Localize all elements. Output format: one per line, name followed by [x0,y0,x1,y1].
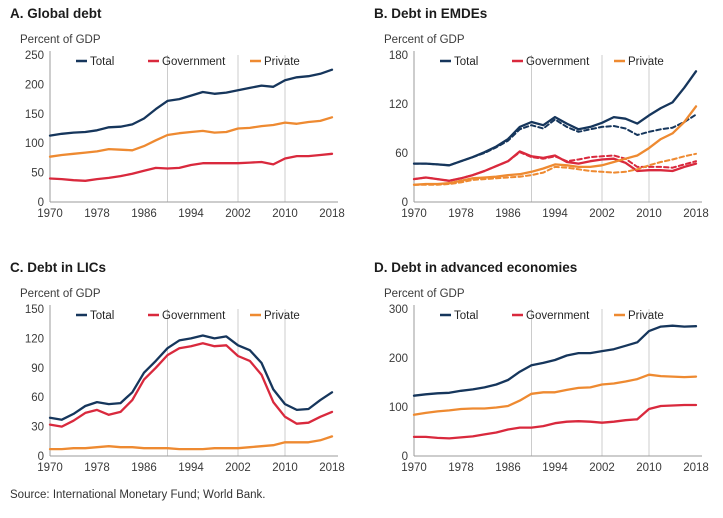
source-note: Source: International Monetary Fund; Wor… [10,489,266,501]
x-tick-label-1970: 1970 [401,208,427,220]
legend-label-government: Government [162,310,226,322]
y-tick-label-200: 200 [25,79,44,91]
x-tick-label-2018: 2018 [319,462,345,474]
x-tick-label-1986: 1986 [131,462,157,474]
legend-label-government: Government [526,310,590,322]
panel-a-axis-unit-label: Percent of GDP [20,34,101,46]
panel-b-title: B. Debt in EMDEs [374,6,488,21]
y-tick-label-250: 250 [25,50,44,62]
y-tick-label-0: 0 [38,451,44,463]
legend-label-private: Private [264,310,300,322]
series-line-D-government [412,403,698,440]
y-tick-label-150: 150 [25,304,44,316]
series-line-C-government [48,342,334,428]
x-tick-label-1986: 1986 [495,462,521,474]
y-tick-label-100: 100 [389,402,408,414]
y-tick-label-180: 180 [389,50,408,62]
series-line-A-total [48,68,334,137]
panel-c-axis-unit-label: Percent of GDP [20,288,101,300]
x-tick-label-1978: 1978 [448,208,474,220]
x-tick-label-1994: 1994 [542,462,568,474]
series-line-B-total-excluding-china [413,113,697,167]
panel-b-axis-unit-label: Percent of GDP [384,34,465,46]
legend-label-total: Total [90,56,114,68]
series-line-B-government-excluding-china [413,151,697,182]
y-tick-label-120: 120 [25,333,44,345]
legend-label-government: Government [162,56,226,68]
x-tick-label-2018: 2018 [319,208,345,220]
y-tick-label-30: 30 [31,422,44,434]
legend-label-total: Total [90,310,114,322]
x-tick-label-1978: 1978 [84,462,110,474]
x-tick-label-2002: 2002 [589,462,615,474]
panel-b: B. Debt in EMDEs Percent of GDP 0 60 120 18… [372,6,723,232]
y-tick-label-120: 120 [389,99,408,111]
panel-a-chart-canvas: 0 50 100 150 200 250 1970 1978 1986 1994 2002 2010 2… [25,50,345,220]
series-line-A-government [48,152,334,182]
panel-b-chart-canvas: 0 60 120 180 1970 1978 1986 1994 2002 2010 2018 Tot… [389,50,709,220]
x-tick-label-2018: 2018 [683,462,709,474]
x-tick-label-1978: 1978 [448,462,474,474]
x-tick-label-2002: 2002 [225,462,251,474]
panel-a: A. Global debt Percent of GDP 0 50 100 150 2… [8,6,360,232]
legend-label-total: Total [454,310,478,322]
legend-label-private: Private [628,310,664,322]
x-tick-label-2010: 2010 [272,208,298,220]
x-tick-label-1970: 1970 [37,462,63,474]
series-line-B-total [412,70,698,167]
panel-c: C. Debt in LICs Percent of GDP 0 30 60 90 12… [8,260,360,486]
legend-label-total: Total [454,56,478,68]
x-tick-label-1994: 1994 [542,208,568,220]
y-tick-label-150: 150 [25,109,44,121]
x-tick-label-2010: 2010 [636,208,662,220]
x-tick-label-1970: 1970 [37,208,63,220]
x-tick-label-2018: 2018 [683,208,709,220]
y-tick-label-90: 90 [31,363,44,375]
y-tick-label-100: 100 [25,138,44,150]
y-tick-label-0: 0 [402,451,408,463]
series-line-D-total [412,324,698,397]
series-line-A-private [48,116,334,158]
series-line-B-private-excluding-china [413,152,697,186]
y-tick-label-50: 50 [31,168,44,180]
panel-d-chart-canvas: 0 100 200 300 1970 1978 1986 1994 2002 2010 2018 To… [389,304,709,474]
y-tick-label-60: 60 [31,392,44,404]
x-tick-label-1986: 1986 [131,208,157,220]
x-tick-label-1994: 1994 [178,462,204,474]
y-tick-label-60: 60 [395,148,408,160]
x-tick-label-1986: 1986 [495,208,521,220]
legend-label-government: Government [526,56,590,68]
series-line-D-private [412,373,698,416]
x-tick-label-1970: 1970 [401,462,427,474]
x-tick-label-2002: 2002 [225,208,251,220]
panel-d: D. Debt in advanced economies Percent of… [372,260,723,486]
x-tick-label-1994: 1994 [178,208,204,220]
panel-a-title: A. Global debt [10,6,102,21]
y-tick-label-0: 0 [38,197,44,209]
legend-label-private: Private [628,56,664,68]
panel-c-title: C. Debt in LICs [10,260,107,275]
x-tick-label-2010: 2010 [272,462,298,474]
legend-label-private: Private [264,56,300,68]
x-tick-label-2002: 2002 [589,208,615,220]
series-line-B-private [412,105,698,186]
x-tick-label-1978: 1978 [84,208,110,220]
y-tick-label-200: 200 [389,353,408,365]
x-tick-label-2010: 2010 [636,462,662,474]
series-line-C-private [48,435,334,451]
y-tick-label-300: 300 [389,304,408,316]
panel-d-title: D. Debt in advanced economies [374,260,578,275]
panel-c-chart-canvas: 0 30 60 90 120 150 1970 1978 1986 1994 2002 2010 201… [25,304,345,474]
series-line-C-total [48,334,334,421]
panel-d-axis-unit-label: Percent of GDP [384,288,465,300]
y-tick-label-0: 0 [402,197,408,209]
